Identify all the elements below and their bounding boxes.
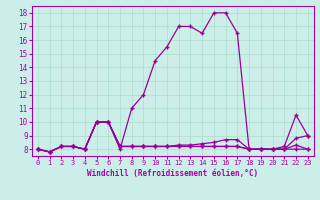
X-axis label: Windchill (Refroidissement éolien,°C): Windchill (Refroidissement éolien,°C) <box>87 169 258 178</box>
